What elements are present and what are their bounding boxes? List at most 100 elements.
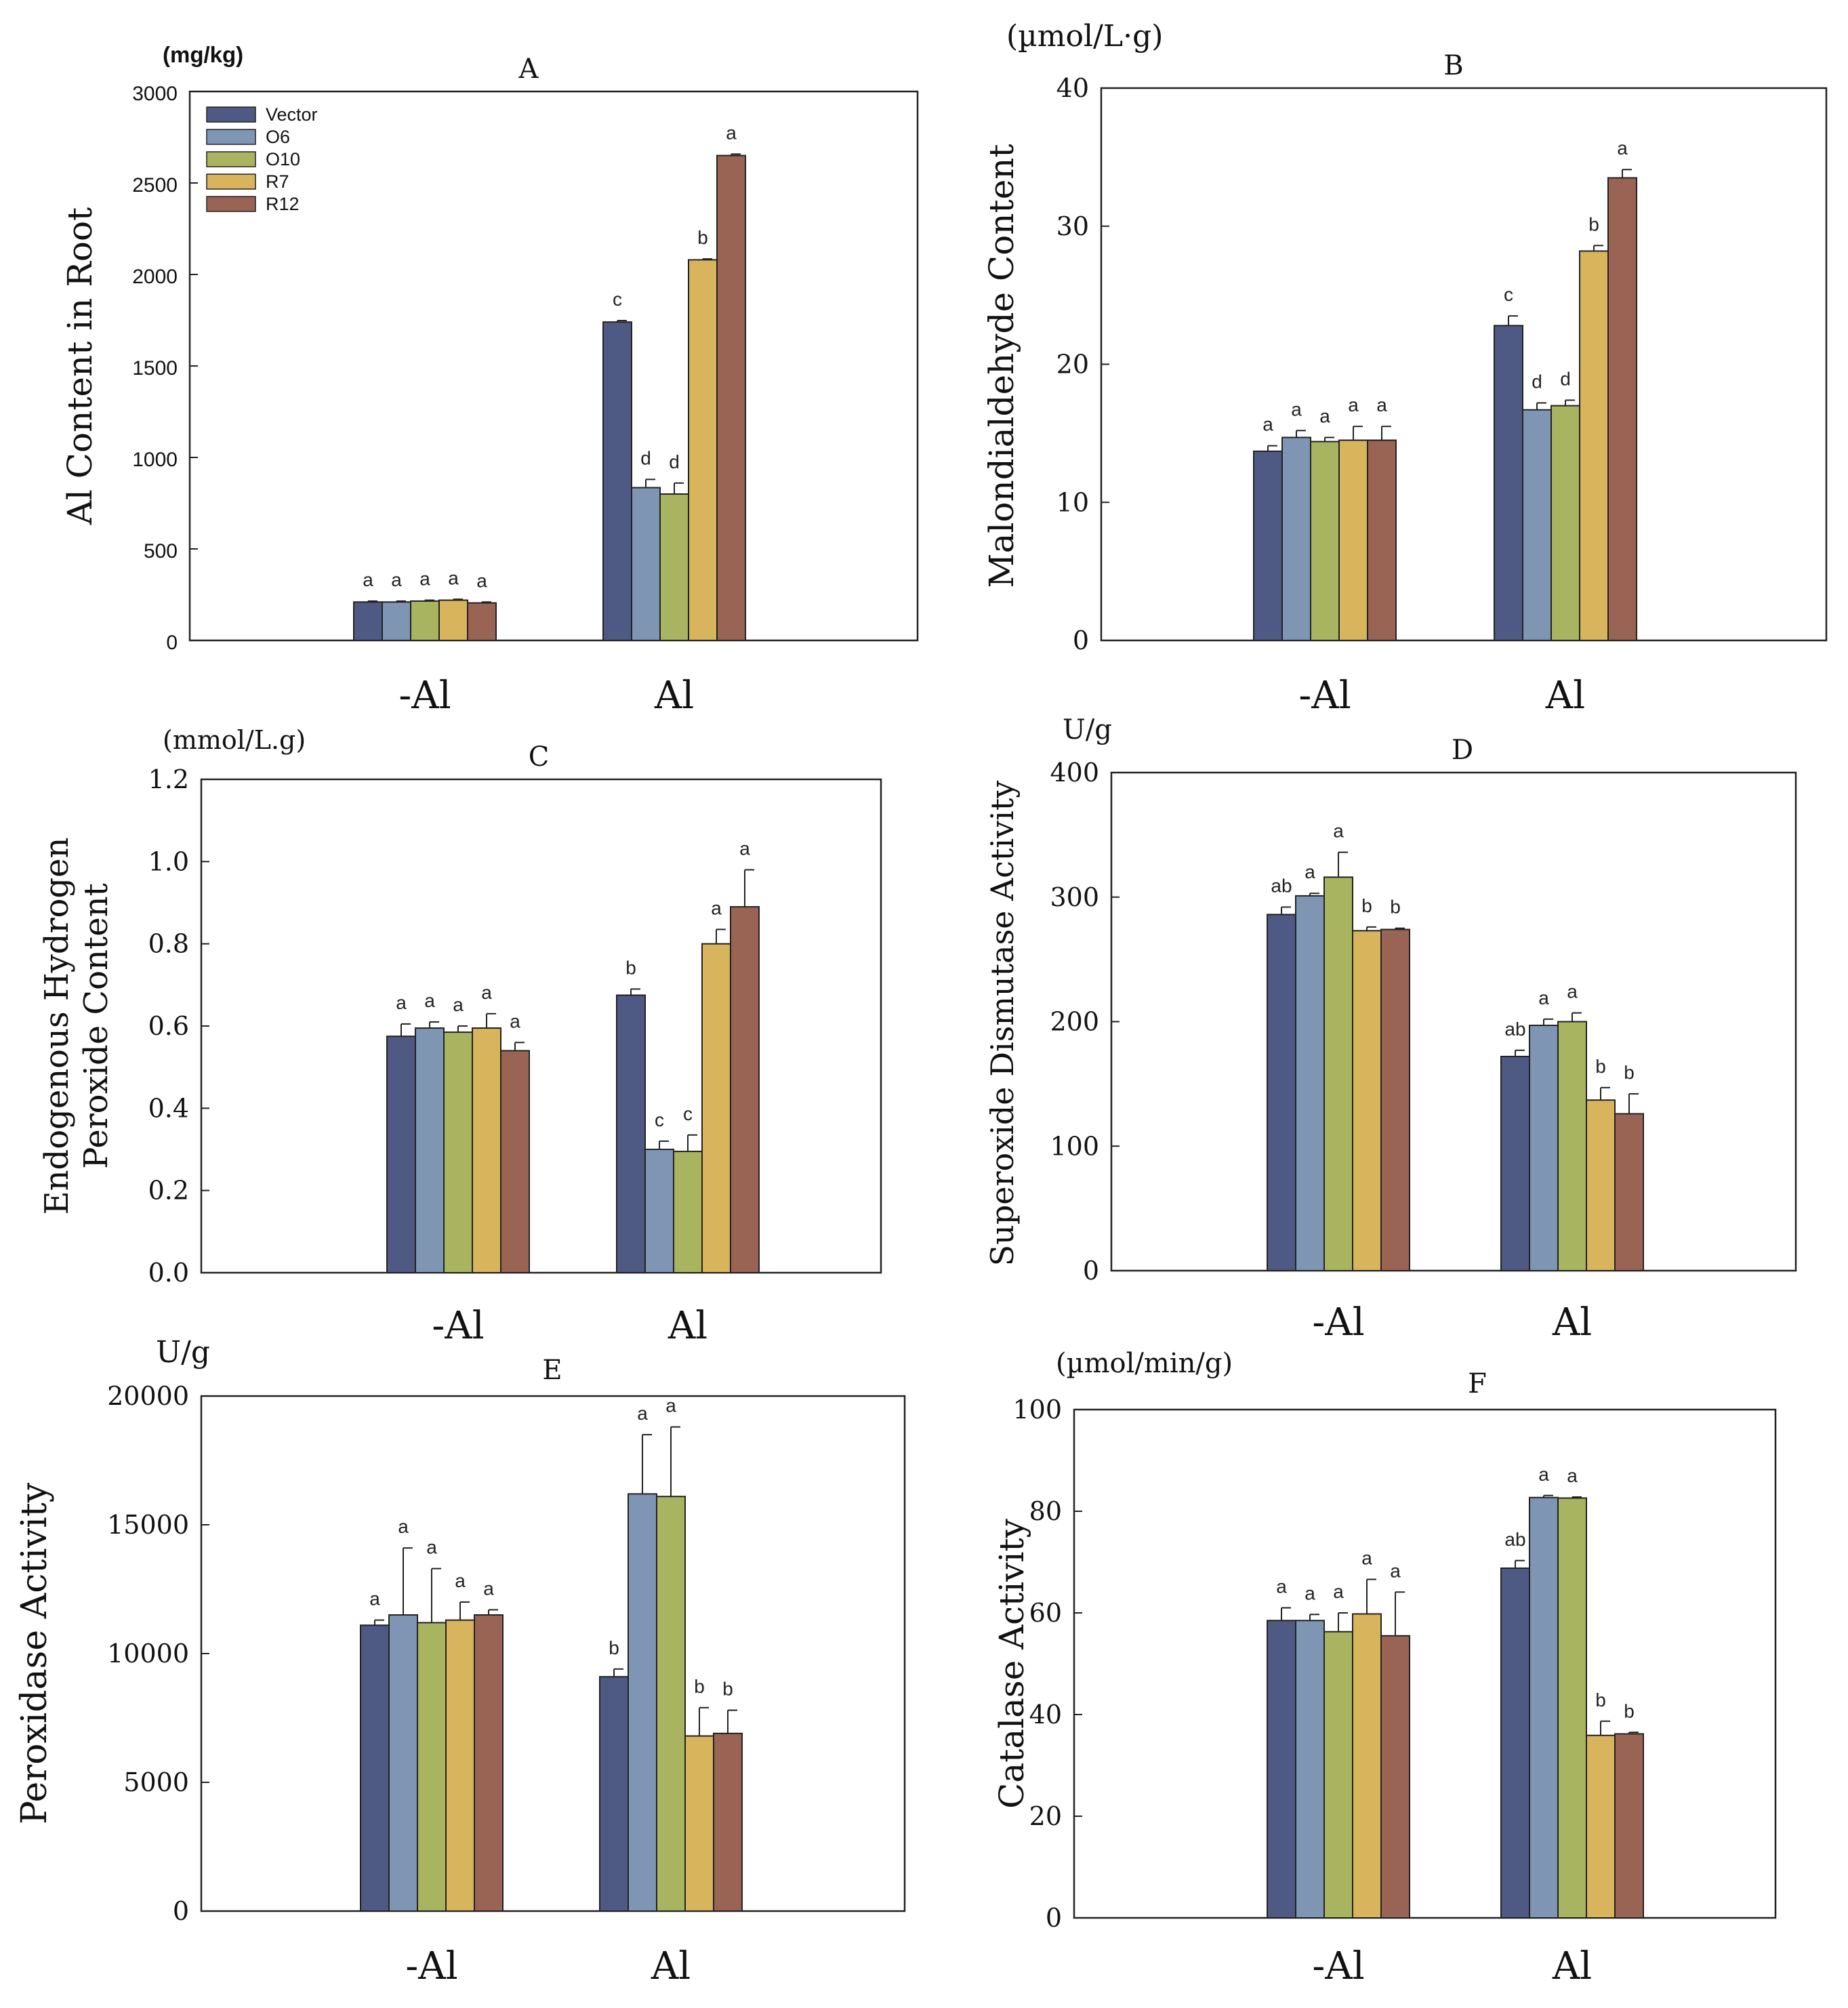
legend-label: O6 <box>266 127 290 147</box>
significance-letter: b <box>1624 1700 1635 1721</box>
bar-r7-minus-al <box>1338 439 1368 641</box>
significance-letter: a <box>637 1403 648 1424</box>
significance-letter: a <box>1348 394 1359 415</box>
bar-r7-al <box>688 259 718 641</box>
y-axis-label: Peroxidase Activity <box>14 1482 55 1824</box>
panel-a: 0 500 1000 1500 2000 2500 3000 A (mg/kg) Al Conte… <box>60 42 919 718</box>
category-label: -Al <box>1312 1944 1364 1988</box>
significance-letter: b <box>625 957 636 978</box>
y-tick-label: 0 <box>1046 1903 1062 1933</box>
y-tick-label: 60 <box>1029 1598 1062 1628</box>
y-tick-label: 0 <box>1073 626 1089 655</box>
bar-r12-al <box>713 1732 743 1912</box>
bar-r12-al <box>1614 1113 1644 1271</box>
bar-o10-minus-al <box>1323 876 1353 1271</box>
bar-vector-al <box>602 321 632 641</box>
bar-o6-minus-al <box>1295 1620 1325 1919</box>
y-tick-label: 300 <box>1050 882 1099 912</box>
significance-letter: a <box>1333 1581 1344 1602</box>
bar-r7-al <box>1579 250 1609 641</box>
significance-letter: d <box>1560 368 1571 389</box>
significance-letter: a <box>426 1537 437 1558</box>
y-tick-label: 1000 <box>132 449 178 471</box>
y-tick-label: 1500 <box>132 357 178 380</box>
category-label: Al <box>1552 1300 1592 1345</box>
significance-letter: a <box>369 1589 380 1610</box>
legend-swatch <box>206 196 256 212</box>
significance-letter: a <box>396 992 407 1013</box>
bar-r12-minus-al <box>1380 928 1410 1272</box>
significance-letter: d <box>640 447 651 468</box>
bar-o10-minus-al <box>417 1622 447 1912</box>
y-tick-label: 2500 <box>132 174 178 197</box>
y-tick-label: 0.4 <box>148 1093 189 1123</box>
significance-letter: c <box>613 289 622 310</box>
unit-label: U/g <box>1063 714 1112 745</box>
bar-r12-minus-al <box>1380 1635 1410 1919</box>
significance-letter: b <box>1588 213 1599 234</box>
significance-letter: a <box>711 897 722 918</box>
panel-title: F <box>1468 1368 1487 1399</box>
significance-letter: a <box>1567 981 1578 1002</box>
category-label: Al <box>1545 674 1585 718</box>
y-tick-label: 20 <box>1056 350 1089 380</box>
legend-label: R12 <box>266 194 300 214</box>
panel-d: 0 100 200 300 400 D U/g Superoxide Dismutase Ac… <box>984 714 1797 1345</box>
plot-frame <box>200 778 882 1274</box>
bar-o10-minus-al <box>410 600 440 642</box>
significance-letter: a <box>726 122 737 143</box>
significance-letter: a <box>363 569 373 590</box>
significance-letter: b <box>1595 1689 1606 1710</box>
bar-r7-minus-al <box>1352 1613 1382 1919</box>
significance-letter: d <box>1532 371 1542 392</box>
bar-r7-al <box>684 1735 714 1912</box>
panel-title: C <box>529 741 550 773</box>
y-tick-label: 2000 <box>132 266 178 288</box>
significance-letter: b <box>694 1676 705 1697</box>
y-tick-label: 0.2 <box>148 1176 189 1206</box>
significance-letter: a <box>1538 987 1549 1008</box>
legend-swatch <box>206 106 256 123</box>
significance-letter: b <box>1595 1056 1606 1077</box>
bar-r7-minus-al <box>445 1619 475 1912</box>
bar-o6-al <box>631 487 661 641</box>
significance-letter: ab <box>1504 1019 1525 1040</box>
y-axis-label: Al Content in Root <box>60 207 100 525</box>
bar-vector-minus-al <box>1267 914 1296 1271</box>
bar-r7-minus-al <box>472 1027 501 1273</box>
bar-o6-minus-al <box>1281 436 1311 641</box>
significance-letter: a <box>483 1578 494 1599</box>
unit-label: (µmol/L·g) <box>1006 19 1163 54</box>
significance-letter: b <box>609 1637 619 1658</box>
bar-o6-minus-al <box>382 601 411 641</box>
bar-r12-al <box>716 155 746 641</box>
significance-letter: a <box>424 990 435 1011</box>
category-label: Al <box>1552 1944 1592 1988</box>
bar-r12-al <box>1614 1733 1644 1919</box>
y-tick-label: 80 <box>1029 1496 1062 1526</box>
bar-o6-minus-al <box>415 1027 445 1273</box>
legend-swatch <box>206 129 256 145</box>
y-tick-label: 0 <box>173 1896 189 1926</box>
significance-letter: b <box>1361 895 1372 916</box>
bar-r7-al <box>701 943 731 1273</box>
bar-o10-minus-al <box>1310 440 1340 641</box>
bar-r12-minus-al <box>474 1614 504 1912</box>
y-axis-label: Catalase Activity <box>992 1518 1031 1808</box>
bar-vector-minus-al <box>353 601 383 641</box>
y-axis-label-line2: Peroxide Content <box>77 883 115 1169</box>
significance-letter: a <box>1390 1560 1401 1581</box>
bar-vector-minus-al <box>386 1036 416 1273</box>
significance-letter: a <box>391 569 402 590</box>
y-tick-label: 10 <box>1056 487 1089 517</box>
bar-o6-al <box>628 1493 657 1912</box>
y-tick-label: 0.6 <box>148 1011 189 1041</box>
plot-frame <box>1100 87 1828 642</box>
significance-letter: b <box>722 1679 733 1700</box>
bar-r7-minus-al <box>1352 930 1382 1272</box>
y-tick-label: 0.0 <box>148 1258 189 1288</box>
significance-letter: b <box>1390 897 1401 918</box>
y-axis-label: Malondialdehyde Content <box>982 144 1021 588</box>
